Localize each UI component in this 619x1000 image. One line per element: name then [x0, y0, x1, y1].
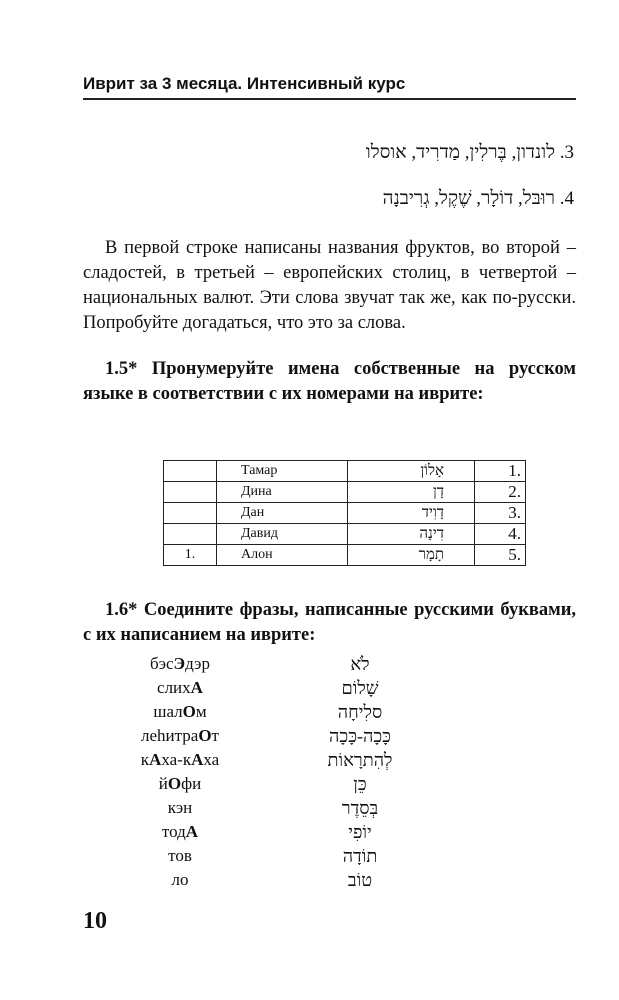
hebrew-line-3: 3. לונדון, בֶּרלִין, מַדרִיד, אוסלו: [365, 142, 574, 163]
word-part: м: [195, 702, 207, 721]
table-cell: [163, 502, 217, 524]
hebrew-phrase: סלִיחָה: [337, 701, 383, 722]
stressed-letter: А: [190, 678, 203, 697]
table-cell: 1.: [163, 544, 217, 566]
word-part: т: [211, 726, 219, 745]
matching-list: бэсЭдэр לֹא слихА שָׁלוֹם шалОм סלִיחָה леhитр…: [100, 652, 460, 892]
table-row: 1. Алон תָמָר .5: [163, 544, 526, 566]
matching-row: слихА שָׁלוֹם: [100, 676, 460, 700]
stressed-letter: А: [191, 750, 204, 769]
table-cell: .1: [474, 460, 526, 482]
hebrew-phrase: בְּסֵדֶר: [341, 797, 379, 818]
table-row: Дина דָן .2: [163, 481, 526, 503]
matching-row: тов תוֹדָה: [100, 844, 460, 868]
word-part: й: [158, 774, 168, 793]
matching-row: леhитраОт כָּכָה-כָּכָה: [100, 724, 460, 748]
hebrew-phrase: לְהִתרָאוֹת: [327, 749, 393, 770]
word-part: леhитра: [141, 726, 199, 745]
table-cell: .5: [474, 544, 526, 566]
page-number: 10: [83, 908, 107, 934]
hebrew-phrase: טוֹב: [347, 869, 373, 890]
russian-transliteration: тов: [100, 846, 260, 866]
russian-transliteration: тодА: [100, 822, 260, 842]
hebrew-phrase: תוֹדָה: [342, 845, 378, 866]
stressed-letter: А: [149, 750, 162, 769]
word-part: тод: [161, 822, 186, 841]
stressed-letter: О: [182, 702, 196, 721]
hebrew-line-4: 4. רוּבּל, דוֹלָר, שֶׁקֶל, גְרִיבנָה: [382, 188, 574, 209]
word-part: ло: [171, 870, 189, 889]
russian-transliteration: леhитраОт: [100, 726, 260, 746]
russian-transliteration: бэсЭдэр: [100, 654, 260, 674]
matching-row: ло טוֹב: [100, 868, 460, 892]
table-cell: תָמָר: [347, 544, 475, 566]
word-part: дэр: [185, 654, 210, 673]
hebrew-phrase: כָּכָה-כָּכָה: [329, 725, 391, 746]
table-cell: Давид: [216, 523, 348, 545]
header-divider: [83, 98, 576, 100]
table-cell: Алон: [216, 544, 348, 566]
table-cell: .3: [474, 502, 526, 524]
word-part: фи: [181, 774, 202, 793]
hebrew-phrase: כֵּן: [353, 773, 367, 794]
hebrew-phrase: לֹא: [350, 653, 370, 674]
paragraph: В первой строке написаны названия фрукто…: [83, 238, 576, 333]
russian-transliteration: кэн: [100, 798, 260, 818]
matching-row: тодА יוֹפִי: [100, 820, 460, 844]
word-part: слих: [157, 678, 191, 697]
table-cell: דָוִיד: [347, 502, 475, 524]
table-row: Давид דִינָה .4: [163, 523, 526, 545]
matching-row: кАха-кАха לְהִתרָאוֹת: [100, 748, 460, 772]
word-part: ха: [203, 750, 220, 769]
russian-transliteration: ло: [100, 870, 260, 890]
matching-row: шалОм סלִיחָה: [100, 700, 460, 724]
matching-row: бэсЭдэр לֹא: [100, 652, 460, 676]
word-part: кэн: [167, 798, 193, 817]
word-part: тов: [168, 846, 192, 865]
stressed-letter: Э: [173, 654, 186, 673]
table-cell: דָן: [347, 481, 475, 503]
hebrew-phrase: שָׁלוֹם: [341, 677, 379, 698]
task-1-6-title: 1.6* Соедините фразы, написанные русским…: [83, 600, 576, 645]
table-cell: Тамар: [216, 460, 348, 482]
hebrew-phrase: יוֹפִי: [348, 821, 372, 842]
table-cell: [163, 523, 217, 545]
russian-transliteration: кАха-кАха: [100, 750, 260, 770]
table-cell: Дина: [216, 481, 348, 503]
stressed-letter: А: [185, 822, 199, 841]
table-row: Тамар אָלוֹן .1: [163, 460, 526, 482]
word-part: бэс: [150, 654, 174, 673]
stressed-letter: О: [167, 774, 182, 793]
russian-transliteration: шалОм: [100, 702, 260, 722]
task-1-5-title: 1.5* Пронумеруйте имена собственные на р…: [83, 359, 576, 404]
russian-transliteration: слихА: [100, 678, 260, 698]
word-part: ха-к: [161, 750, 192, 769]
matching-row: йОфи כֵּן: [100, 772, 460, 796]
table-cell: Дан: [216, 502, 348, 524]
table-cell: [163, 481, 217, 503]
table-cell: .2: [474, 481, 526, 503]
table-cell: אָלוֹן: [347, 460, 475, 482]
word-part: к: [140, 750, 150, 769]
table-cell: דִינָה: [347, 523, 475, 545]
word-part: шал: [153, 702, 183, 721]
matching-row: кэн בְּסֵדֶר: [100, 796, 460, 820]
table-cell: [163, 460, 217, 482]
stressed-letter: О: [198, 726, 212, 745]
table-cell: .4: [474, 523, 526, 545]
running-header: Иврит за 3 месяца. Интенсивный курс: [83, 74, 406, 93]
russian-transliteration: йОфи: [100, 774, 260, 794]
names-table: Тамар אָלוֹן .1 Дина דָן .2 Дан דָוִיד .3 Давид דִ…: [163, 460, 526, 566]
table-row: Дан דָוִיד .3: [163, 502, 526, 524]
